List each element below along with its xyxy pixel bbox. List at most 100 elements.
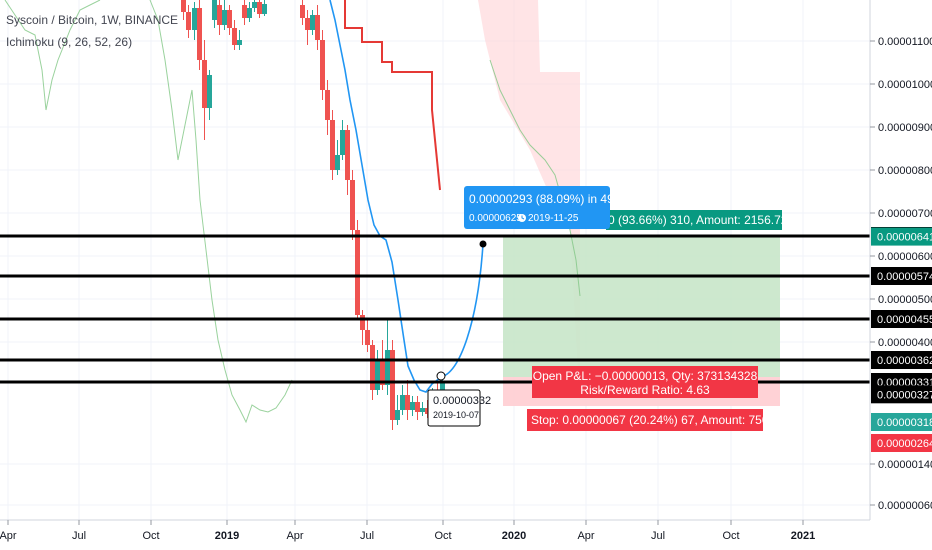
time-tick-label: Jul	[360, 530, 374, 542]
candle-body	[232, 28, 237, 45]
price-tick-label: 0.00000900	[878, 122, 932, 134]
price-axis-ticks: 0.00001100 0.00001000 0.00000900 0.00000800…	[870, 36, 932, 512]
time-axis-ticks: Apr Jul Oct 2019 Apr Jul Oct 2020 Apr Jul Oct 2021	[0, 520, 815, 542]
price-label-bg	[871, 267, 932, 285]
candle-body	[355, 230, 360, 315]
stop-callout-bg	[527, 409, 763, 431]
time-tick-label: Oct	[142, 530, 159, 542]
projection-callout-main: 0.00000293 (88.09%) in 49d	[469, 192, 620, 206]
clock-icon-hands	[521, 215, 525, 220]
ichimoku-cloud	[478, 0, 580, 406]
price-label-bg	[871, 310, 932, 328]
start-price-callout-bg	[427, 389, 481, 427]
price-label-bg	[871, 434, 932, 452]
pnl-callout-bg	[532, 366, 758, 398]
time-tick-label: Oct	[722, 530, 739, 542]
candle-body	[360, 315, 365, 330]
time-tick-label: Jul	[651, 530, 665, 542]
ratio-callout: Risk/Reward Ratio: 4.63	[580, 383, 710, 397]
conversion-line	[329, 0, 441, 393]
candle-body	[181, 0, 186, 12]
time-tick-label: 2019	[215, 530, 239, 542]
candle-body	[222, 10, 227, 25]
base-line	[344, 0, 441, 191]
price-tick-label: 0.00001000	[878, 79, 932, 91]
price-axis-bg	[870, 0, 932, 520]
projection-start-dot	[436, 371, 446, 381]
price-label-bg	[871, 351, 932, 369]
target-callout: 0 (93.66%) 310, Amount: 2156.72	[608, 213, 788, 227]
price-tick-label: 0.00000500	[878, 294, 932, 306]
price-label: 0.00000327	[877, 389, 932, 401]
lagging-span-future	[489, 59, 581, 297]
candle-body	[385, 350, 390, 385]
price-tick-label: 0.00000140	[878, 459, 932, 471]
price-tick-label: 0.00001100	[878, 36, 932, 48]
candle-body	[320, 40, 325, 90]
projection-path	[439, 243, 484, 378]
candle-body	[395, 410, 400, 420]
candle-body	[252, 2, 257, 8]
candle-body	[247, 8, 252, 18]
candle-body	[415, 402, 420, 412]
price-label: 0.00000264	[877, 438, 932, 450]
candle-body	[242, 5, 247, 18]
candle-body	[310, 15, 315, 30]
candle-body	[186, 12, 191, 30]
price-label: 0.00000455	[877, 314, 932, 326]
price-tick-label: 0.00000600	[878, 251, 932, 263]
time-axis-bg	[0, 520, 932, 550]
target-callout-bg	[606, 210, 782, 230]
candle-body	[375, 360, 380, 390]
candle-body	[340, 130, 345, 155]
time-tick-label: Apr	[577, 530, 594, 542]
candle-body	[192, 8, 197, 30]
candle-body	[202, 60, 207, 108]
candle-body	[227, 10, 232, 28]
candle-body	[315, 15, 320, 40]
price-label-bg	[871, 227, 932, 246]
time-tick-label: Apr	[286, 530, 303, 542]
pnl-callout: Open P&L: −0.00000013, Qty: 373134328	[533, 369, 758, 383]
price-label-bg	[871, 385, 932, 404]
price-label: 0.00000362	[877, 355, 932, 367]
candle-body	[390, 350, 395, 420]
projection-callout-bg	[464, 186, 610, 229]
candle-body	[262, 4, 267, 14]
candle-body	[325, 90, 330, 120]
profit-zone	[503, 236, 780, 377]
start-date-callout: 2019-10-07	[433, 410, 479, 420]
price-tick-label: 0.00000700	[878, 208, 932, 220]
price-tick-label: 0.00000400	[878, 337, 932, 349]
time-tick-label: 2021	[791, 530, 815, 542]
price-tick-label: 0.00000800	[878, 165, 932, 177]
time-tick-label: Oct	[434, 530, 451, 542]
candle-body	[420, 408, 425, 412]
grid-lines	[0, 0, 870, 520]
candle-body	[207, 75, 212, 108]
candle-body	[197, 8, 202, 60]
price-label: 0.00000574	[877, 271, 932, 283]
price-labels: 0.000006420.000006410.000005740.00000455…	[871, 227, 932, 452]
stop-callout: Stop: 0.00000067 (20.24%) 67, Amount: 75…	[531, 413, 769, 427]
time-tick-label: 2020	[502, 530, 526, 542]
start-price-callout: 0.00000332	[433, 395, 491, 407]
candle-body	[257, 2, 262, 14]
candle-body	[217, 5, 222, 25]
candles	[181, 0, 445, 430]
candle-body	[335, 155, 340, 170]
projection-callout-date: 2019-11-25	[528, 213, 579, 224]
candle-body	[212, 0, 217, 20]
time-tick-label: Jul	[72, 530, 86, 542]
candle-body	[370, 345, 375, 390]
candle-body	[350, 180, 355, 230]
callouts: 0 (93.66%) 310, Amount: 2156.72 0.0000029…	[427, 186, 788, 431]
candle-body	[365, 330, 370, 345]
projection-end-dot	[479, 240, 487, 248]
candle-body	[237, 40, 242, 45]
price-label: 0.00000318	[877, 417, 932, 429]
time-tick-label: Apr	[0, 530, 17, 542]
horizontal-levels	[0, 234, 870, 384]
